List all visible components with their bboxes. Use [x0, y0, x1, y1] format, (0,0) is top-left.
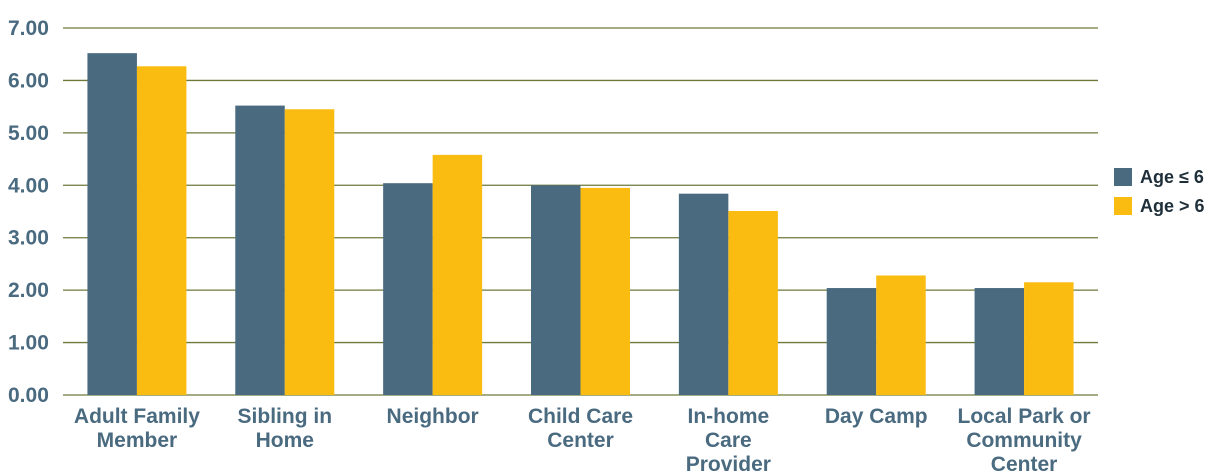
bar-age-gt-6 — [876, 275, 926, 395]
x-tick-label: Provider — [686, 453, 771, 474]
y-tick-label: 6.00 — [8, 69, 49, 92]
x-tick-label: Community — [966, 429, 1082, 452]
bar-age-le-6 — [974, 288, 1025, 395]
x-tick-label: In-home — [688, 405, 770, 428]
legend-swatch — [1114, 168, 1132, 186]
bar-age-le-6 — [87, 53, 137, 396]
y-tick-label: 7.00 — [8, 17, 49, 40]
bar-age-gt-6 — [284, 109, 335, 395]
bar-age-le-6 — [826, 288, 877, 395]
x-tick-label: Home — [256, 429, 314, 452]
bar-age-gt-6 — [136, 66, 187, 395]
bar-age-gt-6 — [728, 210, 778, 395]
y-tick-label: 1.00 — [8, 332, 49, 355]
x-tick-label: Child Care — [528, 405, 633, 428]
bars — [87, 53, 1074, 396]
x-tick-label: Sibling in — [238, 405, 333, 428]
x-tick-label: Neighbor — [387, 405, 479, 428]
y-tick-label: 2.00 — [8, 279, 49, 302]
y-axis-ticks: 0.00 1.00 2.00 3.00 4.00 5.00 6.00 7.00 — [8, 17, 49, 407]
x-tick-label: Adult Family — [74, 405, 200, 428]
legend: Age ≤ 6 Age > 6 — [1114, 167, 1205, 216]
bar-age-gt-6 — [1024, 282, 1074, 395]
x-tick-label: Local Park or — [958, 405, 1091, 428]
y-tick-label: 5.00 — [8, 122, 49, 145]
y-tick-label: 3.00 — [8, 227, 49, 250]
x-tick-label: Center — [991, 453, 1058, 474]
bar-age-le-6 — [383, 183, 433, 395]
legend-label: Age > 6 — [1140, 196, 1205, 216]
x-tick-label: Care — [705, 429, 752, 452]
x-tick-label: Day Camp — [825, 405, 928, 428]
legend-label: Age ≤ 6 — [1140, 167, 1204, 187]
bar-age-le-6 — [531, 185, 581, 395]
x-tick-label: Member — [97, 429, 178, 452]
legend-swatch — [1114, 197, 1132, 215]
bar-age-le-6 — [235, 105, 285, 395]
bar-age-gt-6 — [580, 187, 630, 395]
bar-age-le-6 — [678, 193, 729, 395]
y-tick-label: 4.00 — [8, 174, 49, 197]
bar-age-gt-6 — [432, 154, 483, 395]
y-tick-label: 0.00 — [8, 384, 49, 407]
x-tick-label: Center — [547, 429, 614, 452]
